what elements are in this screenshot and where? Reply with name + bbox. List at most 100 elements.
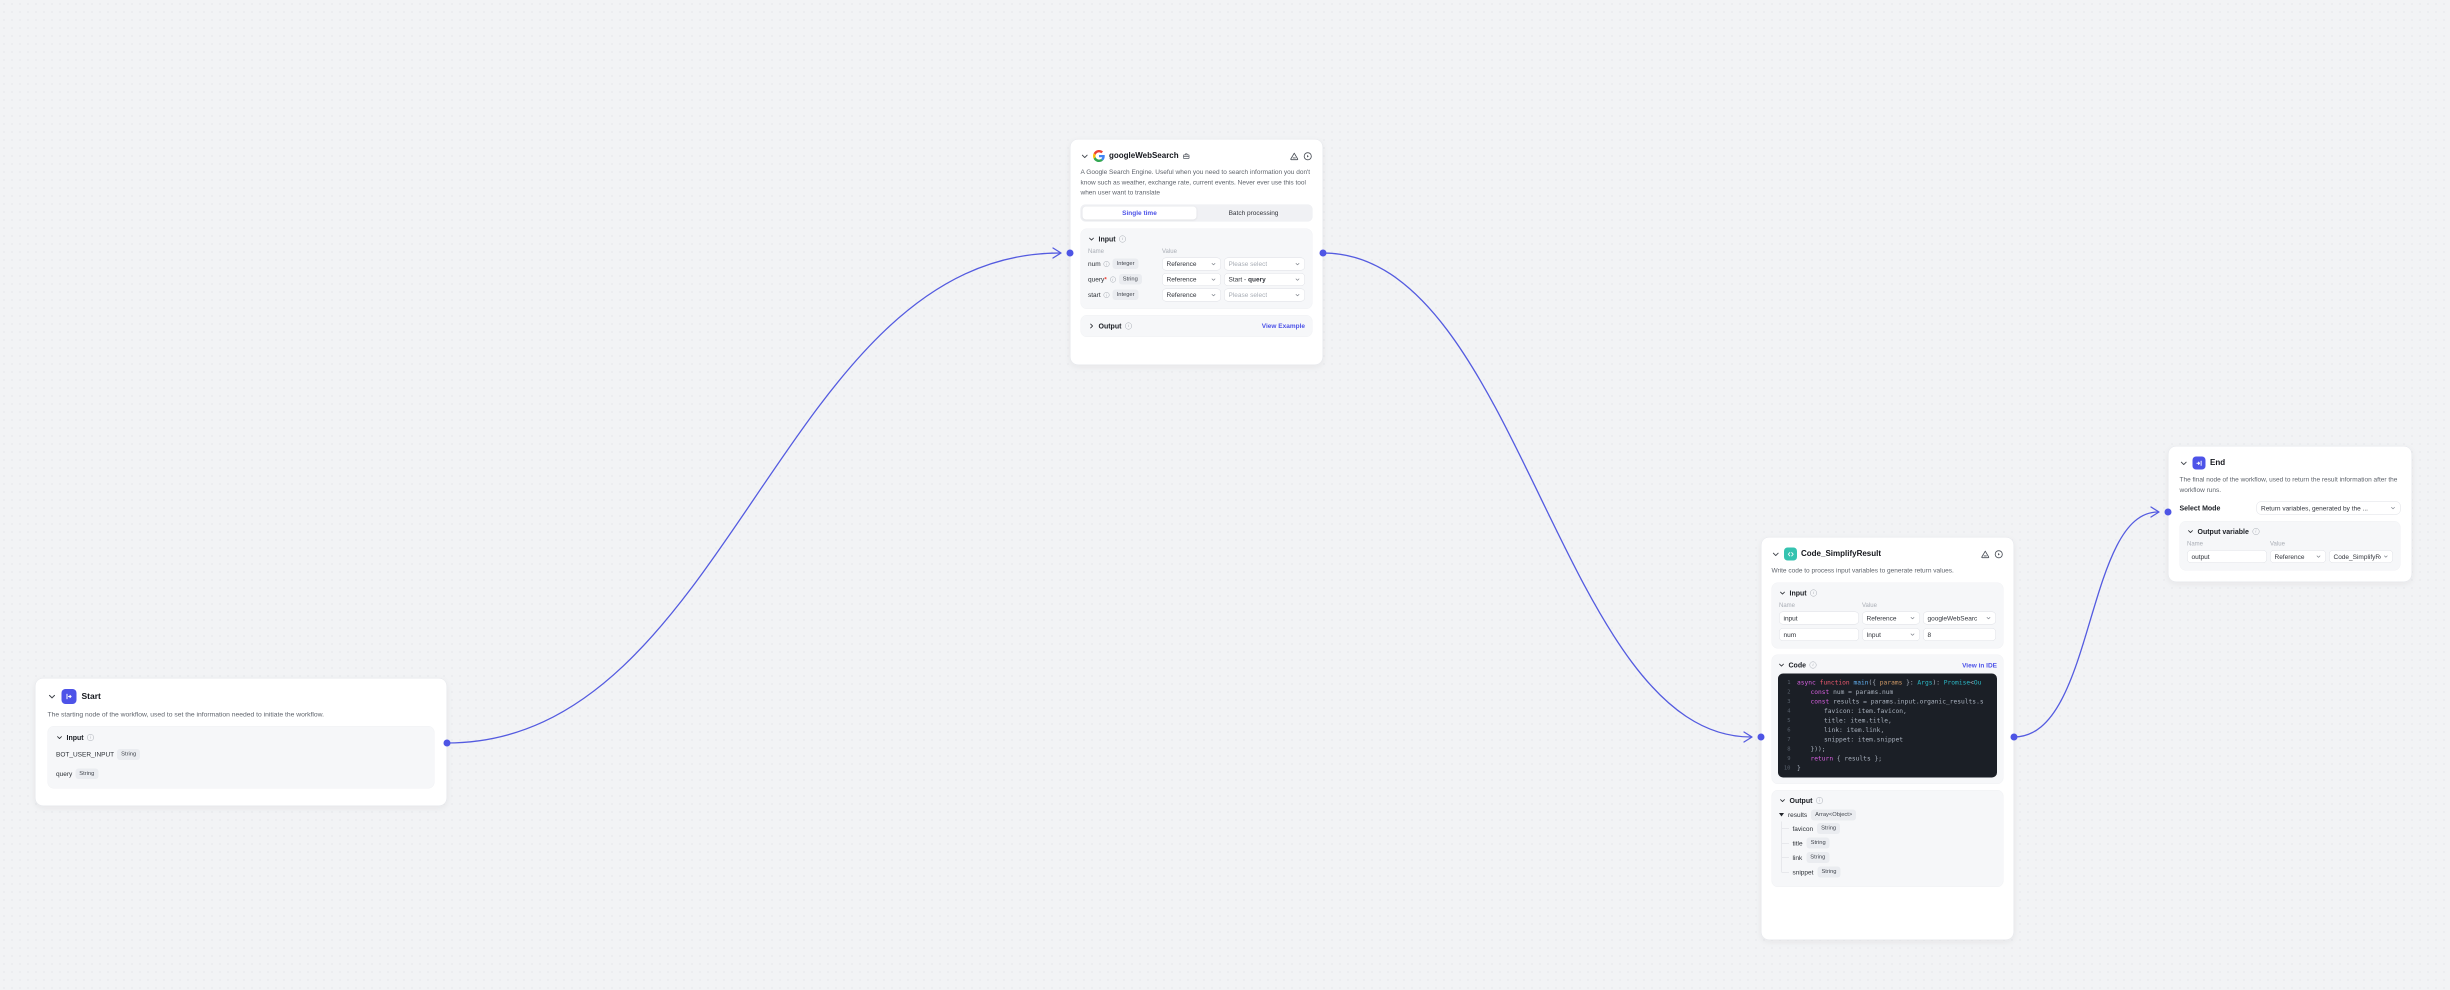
ref-type-select[interactable]: Reference (1862, 611, 1920, 625)
input-row-input: Reference googleWebSearc (1779, 611, 1996, 625)
node-title: googleWebSearch (1109, 151, 1179, 161)
node-description: The final node of the workflow, used to … (2179, 475, 2398, 494)
value-select[interactable]: Start - query (1224, 272, 1305, 286)
start-node-icon (61, 689, 77, 704)
ref-type-select[interactable]: Reference (1162, 257, 1221, 271)
value-select[interactable]: Code_SimplifyRe (2329, 550, 2393, 563)
code-node-icon (1784, 547, 1797, 561)
code-line: 1 async function main({ params }: Args): … (1787, 678, 1982, 687)
node-description: The starting node of the workflow, used … (47, 710, 325, 719)
output-tree-root[interactable]: results Array<Object> (1779, 809, 1996, 821)
section-chevron-icon[interactable] (1779, 797, 1786, 804)
value-input[interactable] (1923, 628, 1996, 641)
type-badge: String (1817, 823, 1841, 834)
view-in-ide-link[interactable]: View in IDE (1962, 661, 1997, 669)
type-badge: String (1118, 273, 1142, 285)
value-select[interactable]: Please select (1224, 257, 1305, 271)
section-title: Input (1789, 589, 1807, 597)
node-title: Code_SimplifyResult (1801, 549, 1882, 559)
tree-item-link: link String (1781, 850, 1997, 865)
select-mode-label: Select Mode (2179, 504, 2221, 512)
collapse-chevron-icon[interactable] (2180, 459, 2189, 468)
edge-arrowhead (1052, 247, 1062, 259)
column-label-value: Value (1162, 247, 1177, 255)
node-start[interactable]: Start The starting node of the workflow,… (35, 678, 447, 806)
output-field-name: results (1788, 811, 1808, 819)
run-node-icon[interactable] (1303, 151, 1313, 161)
info-icon: i (1124, 322, 1132, 330)
section-title: Output (1789, 796, 1813, 805)
google-logo-icon (1093, 150, 1105, 162)
select-mode-dropdown[interactable]: Return variables, generated by the ... (2256, 501, 2401, 515)
code-line: 2 const num = params.num (1787, 688, 1894, 696)
node-code-simplify-result[interactable]: Code_SimplifyResult Write code to proces… (1761, 537, 2014, 940)
param-name-input[interactable] (1779, 628, 1859, 641)
field-name: start (1088, 291, 1101, 299)
tab-batch-processing[interactable]: Batch processing (1228, 208, 1279, 217)
tab-single-time[interactable]: Single time (1082, 206, 1197, 220)
tree-caret-icon[interactable] (1779, 813, 1784, 817)
node-google-web-search[interactable]: googleWebSearch A Google Search Engine. … (1070, 139, 1323, 365)
field-name: query (56, 769, 73, 778)
view-example-link[interactable]: View Example (1261, 322, 1305, 330)
collapse-chevron-icon[interactable] (48, 692, 57, 701)
code-line: 3 const results = params.input.organic_re… (1787, 697, 1984, 706)
value-select[interactable]: googleWebSearc (1923, 611, 1996, 625)
column-label-value: Value (2270, 540, 2285, 547)
start-input-row: BOT_USER_INPUT String (56, 749, 426, 760)
code-editor[interactable]: 1 async function main({ params }: Args): … (1778, 673, 1997, 778)
start-input-row: query String (56, 768, 426, 779)
ref-type-select[interactable]: Reference (1162, 272, 1221, 286)
code-line: 4 favicon: item.favicon, (1787, 707, 1907, 715)
column-label-name: Name (1779, 601, 1796, 609)
input-row-query: query* i String Reference Start - query (1088, 272, 1305, 286)
ref-type-select[interactable]: Input (1862, 628, 1920, 641)
ref-type-select[interactable]: Reference (1162, 288, 1221, 302)
info-icon: i (1815, 797, 1823, 804)
type-badge: String (1817, 866, 1841, 878)
section-chevron-icon[interactable] (1779, 590, 1786, 597)
collapse-chevron-icon[interactable] (1081, 152, 1090, 161)
input-row-num: Input (1779, 628, 1996, 641)
type-badge: String (75, 768, 99, 779)
section-chevron-right-icon[interactable] (1088, 322, 1095, 329)
column-label-name: Name (1088, 247, 1105, 255)
tree-item-title: title String (1781, 836, 1997, 851)
section-chevron-icon[interactable] (2187, 528, 2194, 535)
info-icon: i (1119, 235, 1127, 243)
info-icon: i (87, 734, 95, 741)
section-title: Output variable (2197, 527, 2249, 536)
param-name-input[interactable] (1779, 611, 1859, 625)
variable-name-input[interactable] (2187, 550, 2267, 563)
section-chevron-icon[interactable] (1778, 662, 1785, 669)
ref-type-select[interactable]: Reference (2270, 550, 2326, 563)
info-icon: i (1809, 661, 1817, 669)
section-chevron-icon[interactable] (1088, 235, 1095, 242)
mode-tabbar: Single time Batch processing (1080, 204, 1313, 222)
code-line: 9 return { results }; (1787, 754, 1882, 763)
section-chevron-icon[interactable] (56, 734, 63, 741)
run-node-icon[interactable] (1994, 549, 2004, 559)
tree-item-snippet: snippet String (1781, 865, 1997, 880)
code-line: 10} (1783, 764, 1801, 772)
required-asterisk: * (1104, 275, 1107, 284)
plugin-tool-icon (1183, 152, 1191, 160)
type-badge: String (1806, 837, 1830, 849)
type-badge: String (1806, 852, 1830, 863)
tree-item-favicon: favicon String (1781, 821, 1997, 836)
type-badge: Integer (1112, 289, 1139, 301)
testset-icon[interactable] (1290, 151, 1300, 161)
edge-arrowhead (2150, 506, 2160, 518)
node-description: Write code to process input variables to… (1771, 566, 1954, 575)
type-badge: String (117, 749, 141, 760)
node-end[interactable]: End The final node of the workflow, used… (2168, 446, 2412, 582)
output-tree-children: favicon String title String link String … (1781, 821, 1997, 880)
node-description: A Google Search Engine. Useful when you … (1080, 168, 1311, 196)
value-select[interactable]: Please select (1224, 288, 1305, 302)
column-label-value: Value (1862, 601, 1877, 609)
collapse-chevron-icon[interactable] (1772, 550, 1781, 559)
testset-icon[interactable] (1981, 549, 1991, 559)
field-name: BOT_USER_INPUT (56, 750, 115, 759)
type-badge: Array<Object> (1811, 809, 1857, 821)
